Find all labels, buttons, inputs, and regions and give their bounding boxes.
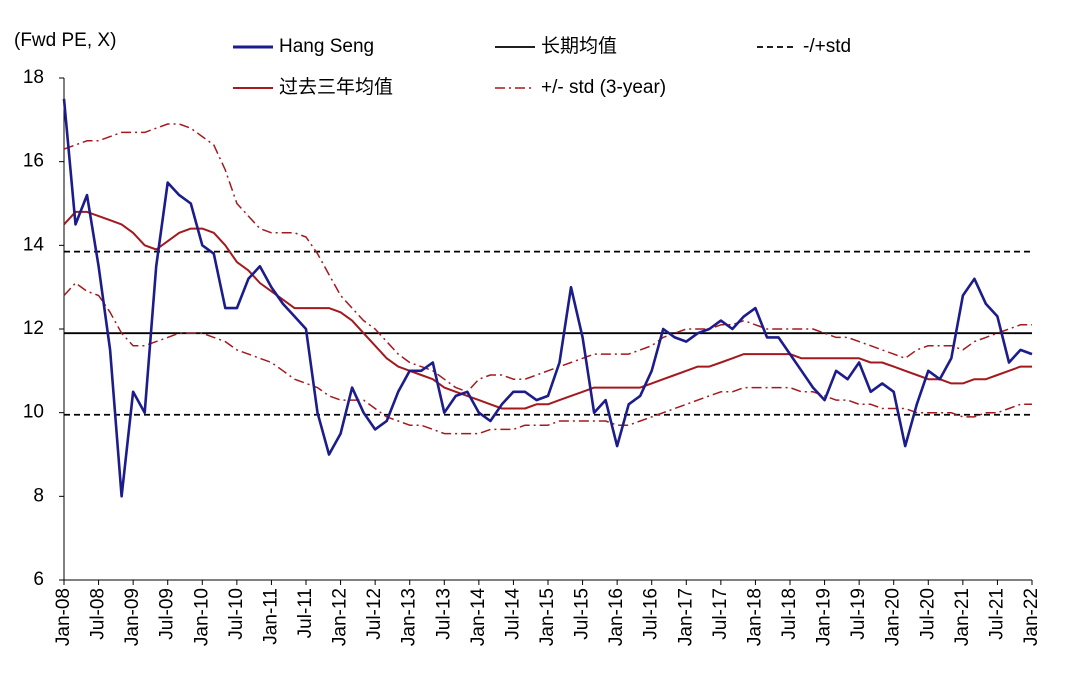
x-tick-label: Jan-08 <box>53 588 74 646</box>
x-tick-label: Jul-17 <box>710 588 731 640</box>
x-tick-label: Jul-18 <box>779 588 800 640</box>
x-tick-label: Jul-11 <box>295 588 316 638</box>
x-tick-label: Jan-21 <box>952 588 973 646</box>
x-tick-label: Jan-14 <box>468 588 489 647</box>
legend-label: 长期均值 <box>541 35 617 57</box>
x-tick-label: Jan-16 <box>606 588 627 646</box>
x-tick-label: Jul-19 <box>848 588 869 640</box>
y-tick-label: 6 <box>33 569 44 590</box>
legend-label: 过去三年均值 <box>279 76 393 98</box>
band-line <box>63 123 1032 393</box>
x-tick-label: Jul-16 <box>641 588 662 640</box>
series-line <box>63 210 1032 410</box>
y-tick-label: 8 <box>33 485 44 506</box>
band-line <box>63 282 1032 435</box>
x-tick-label: Jan-12 <box>330 588 351 646</box>
x-tick-label: Jul-20 <box>917 588 938 640</box>
x-tick-label: Jan-19 <box>814 588 835 646</box>
x-tick-label: Jan-13 <box>399 588 420 646</box>
x-tick-label: Jul-09 <box>157 588 178 640</box>
x-tick-label: Jan-15 <box>537 588 558 646</box>
legend-label: -/+std <box>803 36 851 57</box>
y-tick-label: 14 <box>23 234 45 255</box>
x-tick-label: Jan-17 <box>675 588 696 646</box>
series-line <box>62 98 1033 498</box>
x-tick-label: Jul-14 <box>502 588 523 640</box>
x-tick-label: Jan-20 <box>883 588 904 646</box>
x-tick-label: Jul-08 <box>88 588 109 640</box>
y-tick-label: 12 <box>23 318 44 339</box>
legend-label: Hang Seng <box>279 36 374 57</box>
x-tick-label: Jan-10 <box>191 588 212 646</box>
y-tick-label: 10 <box>23 402 44 423</box>
legend-label: +/- std (3-year) <box>541 77 666 98</box>
x-tick-label: Jul-21 <box>986 588 1007 640</box>
x-tick-label: Jan-11 <box>260 588 281 645</box>
x-tick-label: Jul-15 <box>572 588 593 640</box>
y-tick-label: 18 <box>23 67 44 88</box>
x-tick-label: Jan-09 <box>122 588 143 646</box>
x-tick-label: Jan-18 <box>744 588 765 646</box>
x-tick-label: Jul-10 <box>226 588 247 640</box>
x-tick-label: Jan-22 <box>1021 588 1042 646</box>
x-tick-label: Jul-12 <box>364 588 385 640</box>
x-tick-label: Jul-13 <box>433 588 454 640</box>
y-tick-label: 16 <box>23 151 44 172</box>
y-axis-label: (Fwd PE, X) <box>14 30 116 51</box>
